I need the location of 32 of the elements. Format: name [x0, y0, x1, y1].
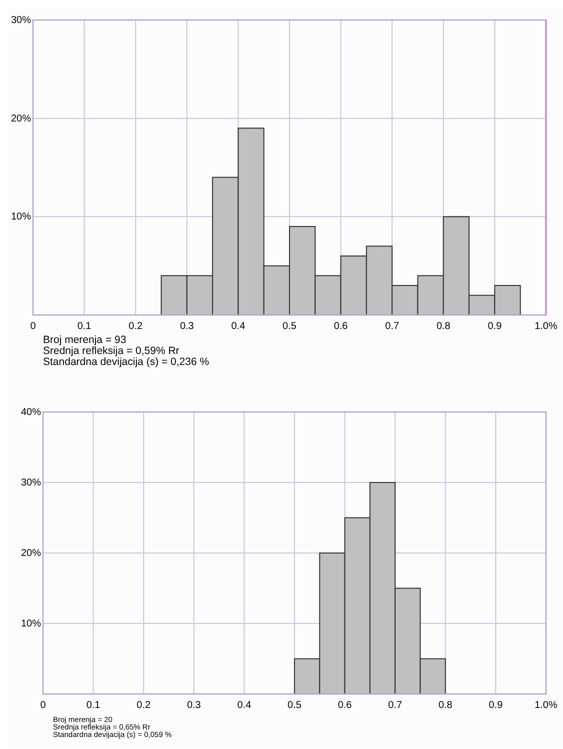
y-tick-label: 20% [20, 548, 42, 559]
x-tick-label: 0.7 [385, 321, 400, 332]
x-tick-label: 0.2 [128, 321, 143, 332]
x-tick-label: 0.2 [136, 700, 151, 711]
x-tick-label: 0.6 [338, 700, 352, 711]
x-tick-label: 0.9 [488, 700, 504, 711]
text: Broj merenja = 93 [43, 334, 126, 346]
text: Standardna devijacija (s) = 0,236 % [43, 356, 210, 368]
y-tick-label: 10% [10, 212, 32, 223]
x-tick-label: 0.8 [438, 700, 453, 711]
x-tick-label: 0.3 [186, 700, 202, 711]
x-tick-label: 0 [40, 700, 46, 711]
x-tick-label: 0.8 [436, 321, 451, 332]
y-tick-label: 20% [10, 113, 32, 124]
x-tick-label: 1.0% [534, 321, 558, 332]
x-tick-label: 0.7 [388, 700, 402, 711]
y-tick-label: 40% [20, 407, 42, 418]
x-tick-label: 0.9 [488, 321, 502, 332]
x-tick-label: 0.5 [282, 321, 297, 332]
x-tick-label: 0.4 [231, 321, 246, 332]
x-tick-label: 1.0% [534, 700, 558, 711]
y-tick-label: 30% [20, 478, 42, 488]
y-tick-label: 10% [20, 618, 42, 630]
x-tick-label: 0.4 [237, 700, 252, 711]
x-tick-label: 0 [30, 321, 36, 332]
x-tick-label: 0.6 [334, 321, 348, 332]
x-tick-label: 0.5 [288, 700, 302, 711]
x-tick-label: 0.1 [77, 321, 92, 332]
text: Srednja refleksija = 0,59% Rr [43, 345, 180, 357]
x-tick-label: 0.1 [86, 700, 101, 711]
x-tick-label: 0.3 [180, 321, 194, 332]
y-tick-label: 30% [10, 15, 32, 26]
